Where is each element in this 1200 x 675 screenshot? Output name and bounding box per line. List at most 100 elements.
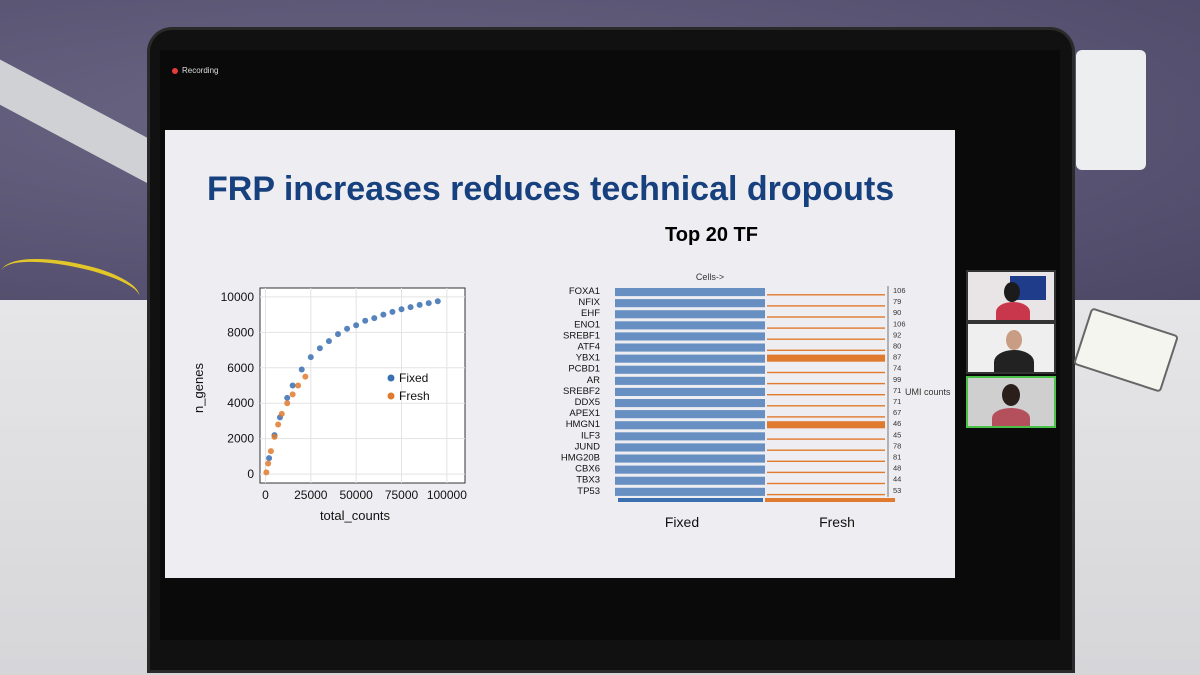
data-point-fixed	[371, 315, 378, 322]
fixed-expression-band	[615, 310, 765, 319]
fixed-expression-band	[615, 343, 765, 352]
fresh-expression-band	[767, 294, 885, 296]
recording-indicator[interactable]: Recording	[172, 66, 218, 75]
fresh-expression-band	[767, 354, 885, 362]
umi-count-label: 53	[893, 486, 901, 495]
x-tick-label: 25000	[294, 488, 328, 502]
data-point-fresh	[295, 382, 302, 389]
data-point-fixed	[344, 325, 351, 332]
scatter-gridlines	[260, 288, 465, 483]
tf-row-label: ILF3	[581, 430, 600, 441]
data-point-fixed	[380, 311, 387, 318]
fresh-expression-band	[767, 394, 885, 396]
umi-count-label: 106	[893, 286, 906, 295]
participant-body	[996, 302, 1030, 320]
legend-fixed-marker	[387, 374, 395, 382]
y-tick-label: 8000	[227, 325, 254, 339]
umi-count-label: 48	[893, 464, 901, 473]
umi-count-label: 92	[893, 330, 901, 339]
fresh-expression-band	[767, 460, 885, 462]
fixed-expression-band	[615, 387, 765, 396]
data-point-fixed	[362, 317, 369, 324]
data-point-fixed	[407, 304, 414, 311]
data-point-fixed	[416, 301, 423, 308]
y-tick-label: 10000	[221, 290, 255, 304]
data-point-fixed	[316, 345, 323, 352]
y-tick-label: 6000	[227, 361, 254, 375]
y-axis-label: n_genes	[191, 363, 206, 413]
tf-row-label: HMG20B	[561, 453, 600, 464]
data-point-fresh	[265, 460, 272, 467]
tf-row-label: CBX6	[575, 464, 600, 475]
fresh-expression-band	[767, 471, 885, 474]
heatmap-rows: FOXA1 106 NFIX 79 EHF 90 ENO1 106 SREBF1 92 ATF4 80…	[561, 286, 906, 497]
x-tick-label: 100000	[427, 488, 467, 502]
x-tick-label: 75000	[385, 488, 419, 502]
fixed-group-bar	[618, 498, 763, 502]
tf-row-label: FOXA1	[569, 286, 600, 297]
tf-row-label: JUND	[575, 441, 600, 452]
data-point-fresh	[289, 391, 296, 398]
tf-row-label: ATF4	[577, 342, 600, 353]
participant-body	[992, 408, 1030, 426]
tf-row-label: PCBD1	[568, 364, 600, 375]
wall-outlet	[1076, 50, 1146, 170]
tf-row-label: SREBF2	[563, 386, 600, 397]
data-point-fixed	[289, 382, 296, 389]
data-point-fresh	[278, 410, 285, 417]
fresh-expression-band	[767, 405, 885, 407]
participant-video-2[interactable]	[966, 322, 1056, 374]
data-point-fixed	[434, 298, 441, 305]
fresh-expression-band	[767, 316, 885, 318]
y-tick-label: 2000	[227, 432, 254, 446]
data-point-fixed	[353, 322, 360, 329]
umi-count-label: 71	[893, 386, 901, 395]
umi-count-label: 74	[893, 364, 901, 373]
scatter-legend: Fixed Fresh	[387, 371, 430, 403]
fresh-expression-band	[767, 493, 885, 496]
data-point-fresh	[271, 433, 278, 440]
fixed-expression-band	[615, 288, 765, 297]
fresh-expression-band	[767, 305, 885, 307]
fresh-expression-band	[767, 327, 885, 329]
scatter-chart: 0 2000 4000 6000 8000 10000 0 25000 50000 75000 1…	[191, 287, 467, 523]
y-tick-label: 4000	[227, 396, 254, 410]
fixed-expression-band	[615, 332, 765, 341]
data-point-fresh	[263, 469, 270, 476]
data-point-fixed	[335, 331, 342, 338]
tf-row-label: EHF	[581, 308, 600, 319]
fresh-group-bar	[765, 498, 895, 502]
tf-row-label: TP53	[577, 486, 600, 497]
fixed-expression-band	[615, 465, 765, 474]
fresh-expression-band	[767, 438, 885, 440]
umi-count-label: 90	[893, 308, 901, 317]
fresh-expression-band	[767, 416, 885, 418]
y-tick-label: 0	[247, 467, 254, 481]
x-tick-labels: 0 25000 50000 75000 100000	[262, 488, 467, 502]
umi-count-label: 71	[893, 397, 901, 406]
data-point-fixed	[266, 455, 273, 462]
fixed-expression-band	[615, 410, 765, 419]
data-point-fresh	[302, 373, 309, 380]
umi-count-label: 46	[893, 419, 901, 428]
umi-count-label: 80	[893, 342, 901, 351]
data-point-fixed	[425, 300, 432, 307]
tf-row-label: HMGN1	[566, 419, 600, 430]
recording-label: Recording	[182, 66, 219, 75]
y-tick-labels: 0 2000 4000 6000 8000 10000	[221, 290, 255, 481]
data-point-fresh	[284, 400, 291, 407]
participant-video-3[interactable]	[966, 376, 1056, 428]
data-point-fixed	[298, 366, 305, 373]
fixed-expression-band	[615, 321, 765, 330]
tf-row-label: AR	[587, 375, 600, 386]
fixed-group-label: Fixed	[665, 514, 699, 530]
data-point-fixed	[398, 306, 405, 313]
fresh-expression-band	[767, 382, 885, 385]
data-point-fixed	[325, 338, 332, 345]
participant-body	[994, 350, 1034, 372]
umi-count-label: 106	[893, 319, 906, 328]
tf-row-label: NFIX	[578, 297, 600, 308]
participant-video-1[interactable]	[966, 270, 1056, 322]
x-axis-label: total_counts	[320, 508, 391, 523]
fixed-expression-band	[615, 376, 765, 385]
